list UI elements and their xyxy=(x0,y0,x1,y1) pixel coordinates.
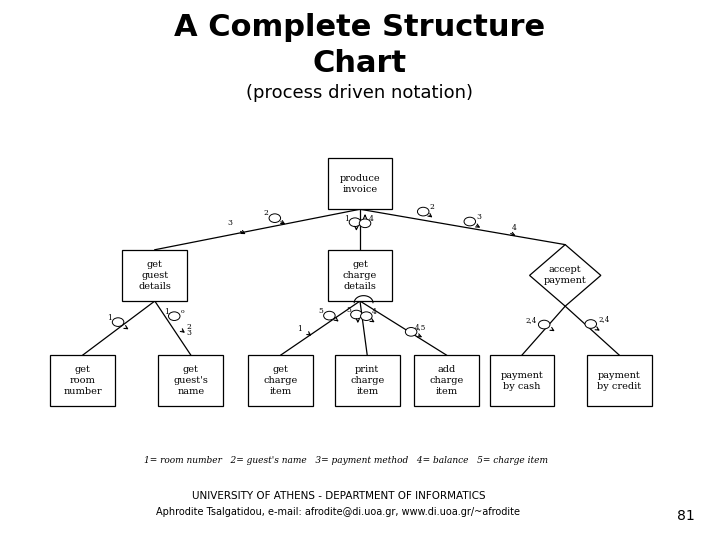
Text: (process driven notation): (process driven notation) xyxy=(246,84,474,102)
Circle shape xyxy=(464,217,476,226)
Text: 4,5: 4,5 xyxy=(415,323,426,332)
Text: get
charge
item: get charge item xyxy=(264,365,298,396)
Circle shape xyxy=(539,320,550,329)
Text: print
charge
item: print charge item xyxy=(350,365,384,396)
Text: 4: 4 xyxy=(511,224,516,232)
Circle shape xyxy=(418,207,429,216)
Text: Chart: Chart xyxy=(313,49,407,78)
Text: 1: 1 xyxy=(107,314,112,322)
Circle shape xyxy=(349,218,361,226)
FancyBboxPatch shape xyxy=(248,355,313,406)
Circle shape xyxy=(112,318,124,326)
Text: 3: 3 xyxy=(228,219,233,227)
FancyBboxPatch shape xyxy=(587,355,652,406)
Circle shape xyxy=(361,312,372,321)
Polygon shape xyxy=(530,245,601,306)
Text: payment
by credit: payment by credit xyxy=(597,370,642,391)
Text: get
guest's
name: get guest's name xyxy=(174,365,208,396)
Text: 1: 1 xyxy=(165,308,169,316)
Text: 2,4: 2,4 xyxy=(598,315,609,323)
Text: get
room
number: get room number xyxy=(63,365,102,396)
Text: payment
by cash: payment by cash xyxy=(500,370,544,391)
FancyBboxPatch shape xyxy=(328,249,392,301)
Text: get
charge
details: get charge details xyxy=(343,260,377,291)
Text: 2,4: 2,4 xyxy=(526,316,537,324)
FancyBboxPatch shape xyxy=(490,355,554,406)
FancyBboxPatch shape xyxy=(122,249,187,301)
Text: 1: 1 xyxy=(297,325,302,333)
Text: 3: 3 xyxy=(476,213,481,221)
Text: produce
invoice: produce invoice xyxy=(340,173,380,194)
Text: 2: 2 xyxy=(429,203,434,211)
Text: 1: 1 xyxy=(345,215,349,223)
Circle shape xyxy=(168,312,180,321)
FancyBboxPatch shape xyxy=(414,355,479,406)
Circle shape xyxy=(324,311,336,320)
Text: accept
payment: accept payment xyxy=(544,265,587,286)
Text: o: o xyxy=(181,309,185,314)
Text: UNIVERSITY OF ATHENS - DEPARTMENT OF INFORMATICS: UNIVERSITY OF ATHENS - DEPARTMENT OF INF… xyxy=(192,491,485,501)
Circle shape xyxy=(405,327,417,336)
Text: 2: 2 xyxy=(186,323,191,331)
Text: 5: 5 xyxy=(346,306,351,314)
Text: 3: 3 xyxy=(186,329,191,338)
FancyBboxPatch shape xyxy=(328,158,392,209)
Text: 81: 81 xyxy=(677,509,695,523)
Circle shape xyxy=(585,320,596,328)
FancyBboxPatch shape xyxy=(335,355,400,406)
Text: get
guest
details: get guest details xyxy=(138,260,171,291)
Text: 5: 5 xyxy=(318,307,323,315)
Text: Aphrodite Tsalgatidou, e-mail: afrodite@di.uoa.gr, www.di.uoa.gr/~afrodite: Aphrodite Tsalgatidou, e-mail: afrodite@… xyxy=(156,507,521,517)
Circle shape xyxy=(269,214,281,222)
Text: A Complete Structure: A Complete Structure xyxy=(174,14,546,43)
FancyBboxPatch shape xyxy=(50,355,115,406)
Text: 4: 4 xyxy=(369,215,373,223)
Text: 4: 4 xyxy=(372,308,377,316)
Circle shape xyxy=(359,219,371,227)
Circle shape xyxy=(351,310,362,319)
Text: add
charge
item: add charge item xyxy=(429,365,464,396)
Text: 1= room number   2= guest's name   3= payment method   4= balance   5= charge it: 1= room number 2= guest's name 3= paymen… xyxy=(143,456,548,464)
Text: 2: 2 xyxy=(264,209,269,217)
FancyBboxPatch shape xyxy=(158,355,223,406)
